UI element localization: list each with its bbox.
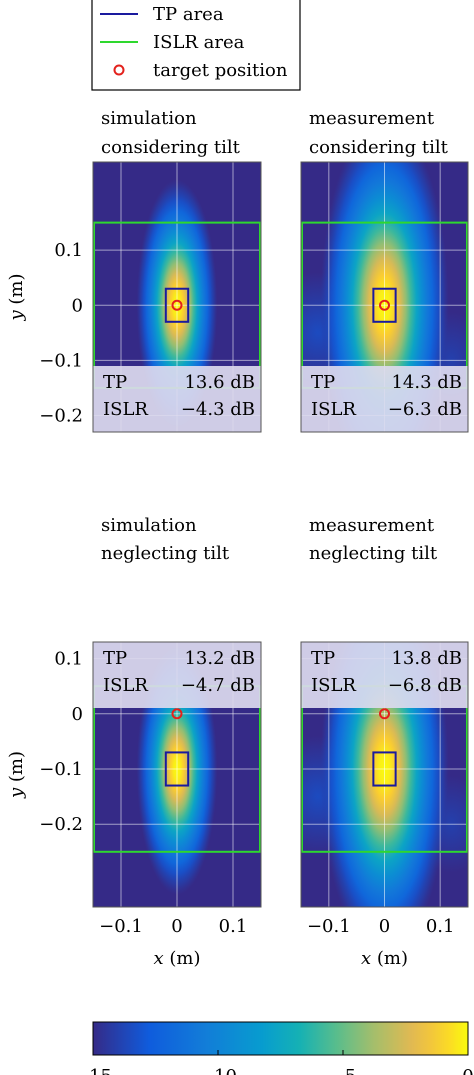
x-axis-label-var: x bbox=[154, 948, 164, 969]
tp-area bbox=[372, 287, 397, 323]
y-tick-label: 0.1 bbox=[54, 649, 83, 670]
colorbar: −15−10−50amplitude (dB) bbox=[74, 1021, 474, 1075]
axes-frame bbox=[300, 641, 469, 908]
target-marker bbox=[379, 708, 390, 720]
x-tick-label: −0.1 bbox=[307, 916, 351, 937]
y-axis-label-var: y bbox=[6, 310, 27, 322]
y-tick-label: 0.1 bbox=[54, 240, 83, 261]
stats-label: TP bbox=[311, 648, 335, 669]
heatmap-layer bbox=[301, 162, 468, 432]
panel-title-line: considering tilt bbox=[309, 137, 449, 158]
y-axis-label-unit: (m) bbox=[6, 273, 27, 310]
stats-label: ISLR bbox=[103, 399, 148, 420]
axes-frame bbox=[92, 161, 262, 433]
panel-1-0: simulation neglecting tilt TP 13.2 dB ISLR −4… bbox=[39, 515, 262, 969]
x-tick-label: 0 bbox=[379, 916, 390, 937]
x-axis-label: x (m) bbox=[361, 948, 408, 969]
y-tick-label: −0.1 bbox=[39, 350, 83, 371]
legend-marker-2 bbox=[113, 64, 125, 76]
y-tick-label: 0 bbox=[72, 295, 83, 316]
tp-area bbox=[372, 751, 397, 787]
y-axis-label-var: y bbox=[6, 787, 27, 799]
colorbar-bar bbox=[92, 1021, 469, 1056]
target-marker bbox=[379, 299, 390, 311]
stats-value: 14.3 dB bbox=[391, 372, 462, 393]
y-tick-label: −0.2 bbox=[39, 405, 83, 426]
colorbar-tick-label: −15 bbox=[74, 1066, 112, 1075]
stats-label: TP bbox=[311, 372, 335, 393]
panel-title-line: measurement bbox=[309, 108, 435, 129]
x-axis-label-unit: (m) bbox=[371, 948, 408, 969]
stats-value: 13.2 dB bbox=[184, 648, 255, 669]
panel-title-line: simulation bbox=[101, 515, 197, 536]
stats-box bbox=[301, 642, 468, 708]
y-tick-label: −0.2 bbox=[39, 814, 83, 835]
y-axis-label: y (m) bbox=[6, 273, 27, 321]
x-axis-label: x (m) bbox=[154, 948, 201, 969]
target-marker bbox=[171, 299, 183, 311]
panel-title-line: measurement bbox=[309, 515, 435, 536]
tp-area bbox=[164, 287, 190, 323]
stats-value: 13.6 dB bbox=[184, 372, 255, 393]
stats-value: −6.8 dB bbox=[388, 675, 462, 696]
legend-label-2: target position bbox=[153, 60, 288, 81]
stats-box bbox=[93, 642, 261, 708]
legend-label-1: ISLR area bbox=[153, 32, 245, 53]
axes-frame bbox=[300, 161, 469, 433]
stats-box bbox=[93, 366, 261, 432]
stats-box bbox=[301, 366, 468, 432]
stats-label: ISLR bbox=[103, 675, 148, 696]
stats-value: −4.7 dB bbox=[181, 675, 255, 696]
x-tick-label: 0.1 bbox=[219, 916, 248, 937]
stats-label: ISLR bbox=[311, 399, 356, 420]
colorbar-tick-label: −5 bbox=[330, 1066, 357, 1075]
target-marker bbox=[171, 708, 183, 720]
stats-label: TP bbox=[103, 648, 127, 669]
x-tick-label: 0.1 bbox=[426, 916, 455, 937]
panel-0-1: measurement considering tilt TP 14.3 dB ISLR… bbox=[300, 108, 469, 433]
heatmap-layer bbox=[301, 642, 468, 907]
panel-1-1: measurement neglecting tilt TP 13.8 dB ISLR −… bbox=[300, 515, 469, 969]
panel-title-line: neglecting tilt bbox=[309, 543, 438, 564]
legend-label-0: TP area bbox=[153, 4, 224, 25]
stats-value: −6.3 dB bbox=[388, 399, 462, 420]
y-axis-label-unit: (m) bbox=[6, 751, 27, 788]
colorbar-tick-label: 0 bbox=[462, 1066, 473, 1075]
y-tick-label: −0.1 bbox=[39, 759, 83, 780]
y-tick-label: 0 bbox=[72, 704, 83, 725]
x-axis-label-unit: (m) bbox=[164, 948, 201, 969]
stats-value: 13.8 dB bbox=[391, 648, 462, 669]
tp-area bbox=[164, 751, 190, 787]
stats-label: ISLR bbox=[311, 675, 356, 696]
x-tick-label: −0.1 bbox=[99, 916, 143, 937]
colorbar-tick-label: −10 bbox=[199, 1066, 237, 1075]
x-tick-label: 0 bbox=[171, 916, 182, 937]
y-axis-label: y (m) bbox=[6, 751, 27, 799]
x-axis-label-var: x bbox=[361, 948, 371, 969]
axes-frame bbox=[92, 641, 262, 908]
panel-title-line: simulation bbox=[101, 108, 197, 129]
stats-label: TP bbox=[103, 372, 127, 393]
legend: TP area ISLR area target position bbox=[91, 0, 301, 91]
panel-title-line: neglecting tilt bbox=[101, 543, 230, 564]
stats-value: −4.3 dB bbox=[181, 399, 255, 420]
panel-title-line: considering tilt bbox=[101, 137, 241, 158]
